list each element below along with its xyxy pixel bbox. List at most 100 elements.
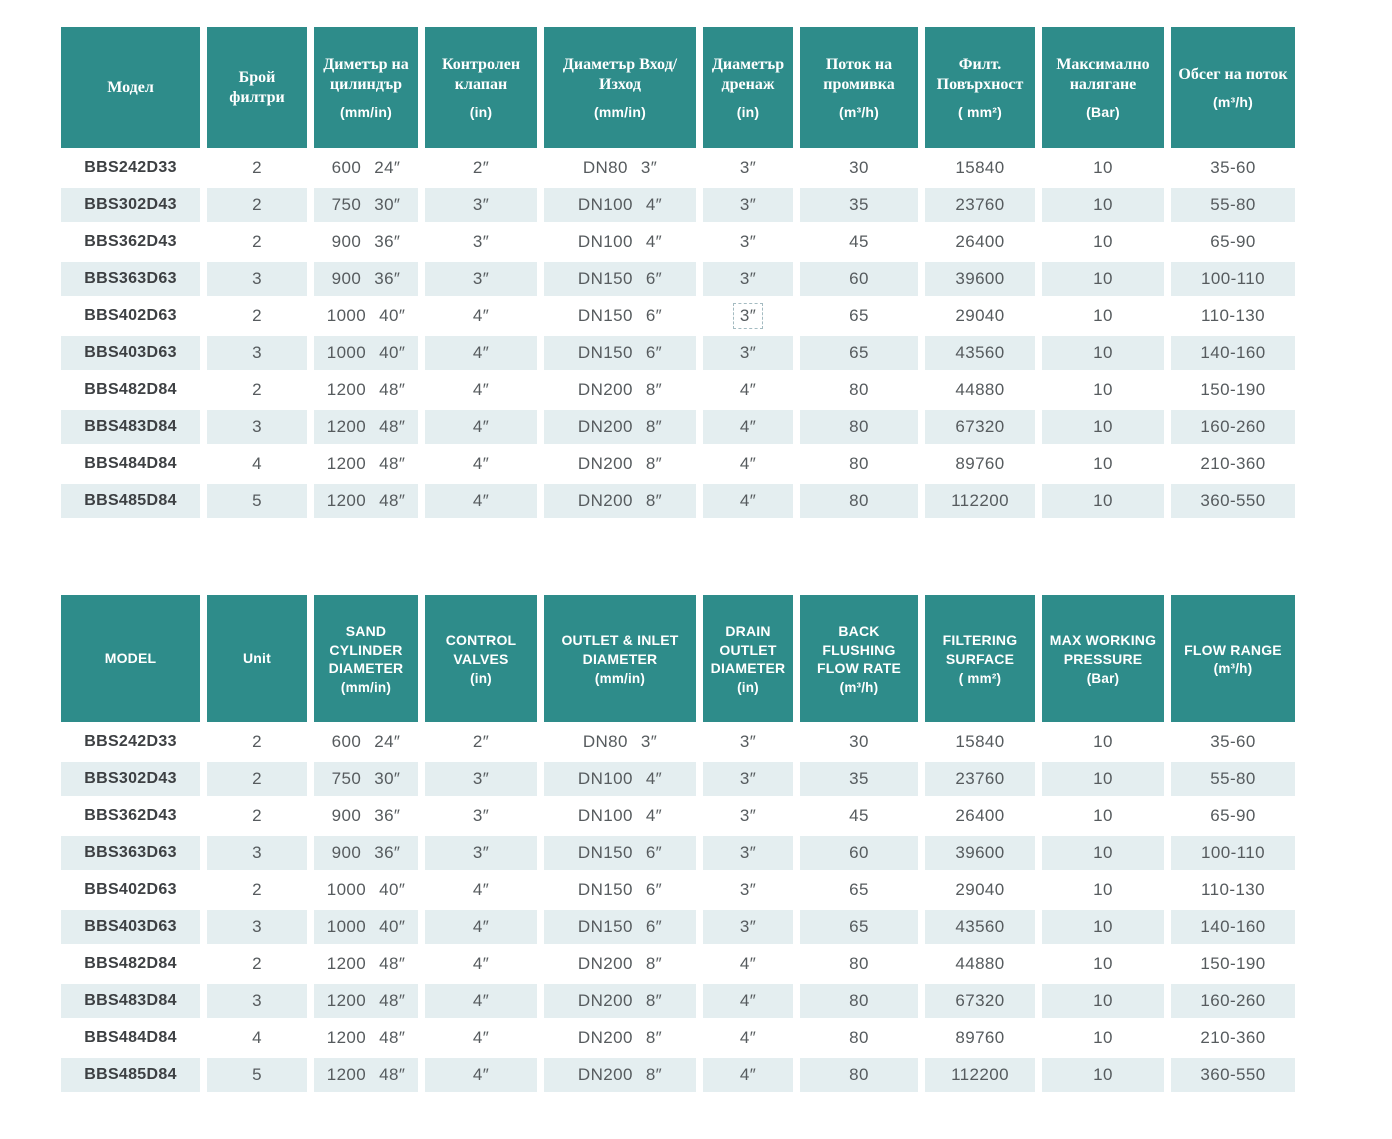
cell-backflush-rate: 65 [800,910,918,944]
cell-backflush-rate: 35 [800,762,918,796]
table-row: BBS482D84 2 1200 48″ 4″ DN200 8″ 4″ 80 44880 10 150… [61,373,1297,407]
cell-control-valve: 4″ [472,880,490,899]
cell-filter-count: 2 [252,232,262,251]
cell-drain-outlet: 3″ [703,836,793,870]
outlet-inlet-dn: DN80 [582,732,628,751]
cylinder-mm: 600 [331,158,362,177]
table-row: BBS362D43 2 900 36″ 3″ DN100 4″ 3″ 45 26400 10 65-9… [61,225,1297,259]
cell-drain-outlet: 3″ [739,158,757,177]
outlet-inlet-inch: 4″ [645,195,663,214]
column-header-unit: ( mm²) [958,670,1002,686]
cell-backflush-rate: 35 [800,188,918,222]
cell-flow-range: 140-160 [1171,336,1295,370]
cell-flow-range: 65-90 [1210,806,1256,825]
cell-flow-range: 110-130 [1201,306,1265,325]
cell-max-pressure: 10 [1042,910,1164,944]
outlet-inlet-dn: DN100 [577,195,633,214]
table-row: BBS242D33 2 600 24″ 2″ DN80 3″ 3″ 30 15840 10 35-60 [61,725,1297,759]
cell-flow-range: 150-190 [1200,380,1266,399]
cell-cylinder-diameter: 1000 40″ [314,873,418,907]
cell-drain-outlet: 3″ [703,299,793,333]
column-header: Максимално налягане (Bar) [1042,27,1164,148]
outlet-inlet-inch: 6″ [645,343,663,362]
outlet-inlet-dn: DN150 [577,880,633,899]
outlet-inlet-inch: 8″ [645,380,663,399]
cell-model: BBS403D63 [61,336,200,370]
column-header-unit: (mm/in) [594,103,646,120]
column-header-label: FILTERING SURFACE [942,632,1018,667]
cell-backflush-rate: 65 [849,880,869,899]
cell-max-pressure: 10 [1042,762,1164,796]
cell-backflush-rate: 80 [800,984,918,1018]
cell-max-pressure: 10 [1093,732,1113,751]
column-header-unit: (m³/h) [839,680,879,696]
column-header-label: Диаметър дренаж [711,56,785,93]
cell-filter-count: 2 [252,806,262,825]
cell-cylinder-diameter: 600 24″ [314,151,418,185]
cell-outlet-inlet-diameter: DN200 8″ [544,1058,696,1092]
table-row: BBS403D63 3 1000 40″ 4″ DN150 6″ 3″ 65 43560 10 140… [61,336,1297,370]
cell-control-valve: 4″ [472,380,490,399]
cell-filter-count: 2 [207,188,307,222]
column-header-label: MODEL [104,650,157,667]
cell-max-pressure: 10 [1093,454,1113,473]
column-header-label: BACK FLUSHING FLOW RATE [817,622,901,677]
column-header-label: Брой филтри [229,68,285,106]
cell-cylinder-diameter: 1200 48″ [314,984,418,1018]
cylinder-inch: 48″ [379,1028,406,1047]
cylinder-inch: 30″ [374,769,401,788]
cell-filter-count: 4 [252,1028,262,1047]
cell-control-valve: 3″ [425,262,537,296]
cell-cylinder-diameter: 1200 48″ [314,947,418,981]
cell-filtering-surface: 44880 [955,380,1005,399]
table-row: BBS484D84 4 1200 48″ 4″ DN200 8″ 4″ 80 89760 10 210… [61,1021,1297,1055]
cell-filter-count: 3 [207,336,307,370]
cell-control-valve: 4″ [425,484,537,518]
outlet-inlet-inch: 4″ [645,806,663,825]
cell-backflush-rate: 80 [849,454,869,473]
cylinder-mm: 600 [331,732,362,751]
outlet-inlet-inch: 6″ [645,269,663,288]
outlet-inlet-inch: 4″ [645,232,663,251]
cell-drain-outlet: 3″ [703,762,793,796]
cylinder-inch: 30″ [374,195,401,214]
column-header: BACK FLUSHING FLOW RATE (m³/h) [800,595,918,722]
cell-outlet-inlet-diameter: DN200 8″ [544,1021,696,1055]
cell-backflush-rate: 45 [849,232,869,251]
cell-cylinder-diameter: 1200 48″ [314,410,418,444]
cylinder-mm: 900 [331,843,362,862]
column-header: Диметър на цилиндър (mm/in) [314,27,418,148]
cell-max-pressure: 10 [1042,410,1164,444]
cell-outlet-inlet-diameter: DN200 8″ [544,410,696,444]
cylinder-inch: 24″ [374,732,401,751]
table-row: BBS302D43 2 750 30″ 3″ DN100 4″ 3″ 35 23760 10 55-8… [61,188,1297,222]
outlet-inlet-dn: DN100 [577,232,633,251]
column-header-label: Максимално налягане [1056,56,1150,93]
outlet-inlet-dn: DN150 [577,269,633,288]
cell-cylinder-diameter: 1200 48″ [314,1058,418,1092]
outlet-inlet-dn: DN200 [577,1028,633,1047]
cell-filtering-surface: 29040 [955,306,1005,325]
cell-filtering-surface: 29040 [955,880,1005,899]
cell-backflush-rate: 60 [800,262,918,296]
cell-filter-count: 2 [207,762,307,796]
cell-drain-outlet: 3″ [703,910,793,944]
cell-cylinder-diameter: 900 36″ [314,836,418,870]
cell-max-pressure: 10 [1093,158,1113,177]
cell-outlet-inlet-diameter: DN150 6″ [544,873,696,907]
cell-model: BBS482D84 [84,381,177,398]
cell-max-pressure: 10 [1093,1028,1113,1047]
cell-backflush-rate: 80 [800,484,918,518]
outlet-inlet-dn: DN200 [577,1065,633,1084]
cell-max-pressure: 10 [1093,954,1113,973]
cell-control-valve: 3″ [425,836,537,870]
cell-control-valve: 3″ [425,762,537,796]
cell-filter-count: 3 [207,836,307,870]
cell-cylinder-diameter: 1200 48″ [314,447,418,481]
cell-flow-range: 55-80 [1171,188,1295,222]
cell-control-valve: 4″ [472,306,490,325]
column-header-unit: (in) [470,670,492,686]
selected-text-frame[interactable]: 3″ [732,303,764,329]
outlet-inlet-dn: DN200 [577,380,633,399]
cell-filter-count: 5 [207,484,307,518]
